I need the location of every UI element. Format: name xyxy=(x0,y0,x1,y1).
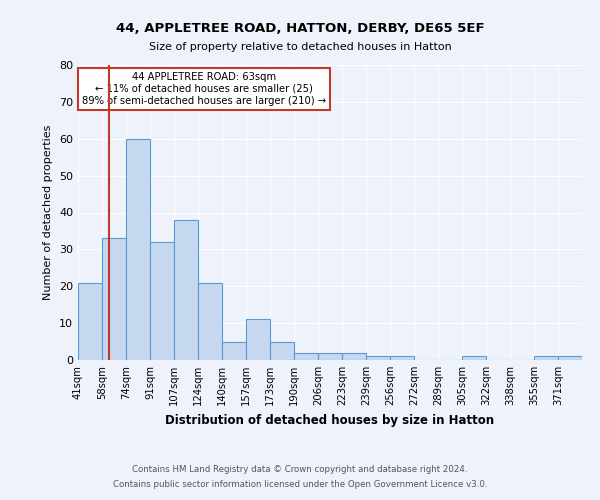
Bar xyxy=(198,282,222,360)
Bar xyxy=(222,342,246,360)
Bar xyxy=(78,282,102,360)
Bar xyxy=(558,356,582,360)
Bar xyxy=(342,352,366,360)
Text: Contains HM Land Registry data © Crown copyright and database right 2024.: Contains HM Land Registry data © Crown c… xyxy=(132,465,468,474)
Text: Size of property relative to detached houses in Hatton: Size of property relative to detached ho… xyxy=(149,42,451,52)
Bar xyxy=(390,356,414,360)
Text: 44 APPLETREE ROAD: 63sqm
← 11% of detached houses are smaller (25)
89% of semi-d: 44 APPLETREE ROAD: 63sqm ← 11% of detach… xyxy=(82,72,326,106)
Bar xyxy=(150,242,174,360)
X-axis label: Distribution of detached houses by size in Hatton: Distribution of detached houses by size … xyxy=(166,414,494,426)
Bar xyxy=(270,342,294,360)
Bar xyxy=(246,320,270,360)
Bar xyxy=(366,356,390,360)
Bar xyxy=(318,352,342,360)
Bar xyxy=(174,220,198,360)
Text: Contains public sector information licensed under the Open Government Licence v3: Contains public sector information licen… xyxy=(113,480,487,489)
Text: 44, APPLETREE ROAD, HATTON, DERBY, DE65 5EF: 44, APPLETREE ROAD, HATTON, DERBY, DE65 … xyxy=(116,22,484,36)
Bar xyxy=(126,138,150,360)
Bar xyxy=(462,356,486,360)
Bar xyxy=(534,356,558,360)
Bar xyxy=(294,352,318,360)
Bar xyxy=(102,238,126,360)
Y-axis label: Number of detached properties: Number of detached properties xyxy=(43,125,53,300)
